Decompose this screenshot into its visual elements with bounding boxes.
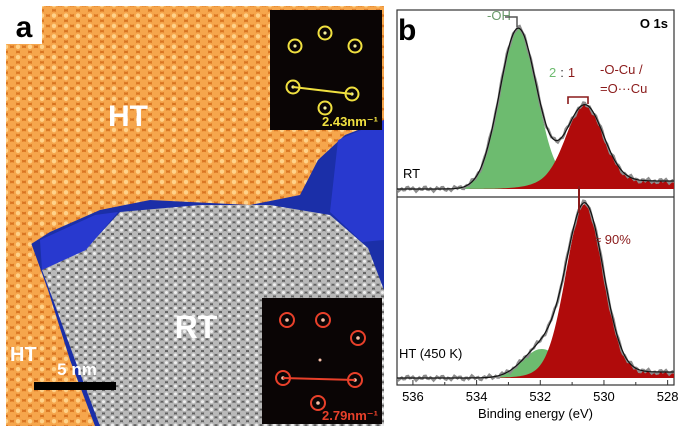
- fft-inset-bottom: 2.79nm⁻¹: [262, 298, 382, 424]
- fft-spot: [279, 312, 295, 328]
- x-tick-label: 534: [466, 389, 488, 404]
- oh-marker: [505, 16, 518, 27]
- fft-top-label: 2.43nm⁻¹: [322, 114, 378, 129]
- peak-component: [397, 349, 674, 378]
- panel-b: b O 1s 536 534 532 530 528 Binding energy (eV…: [396, 8, 678, 421]
- fft-spot: [315, 312, 331, 328]
- peak-component: [397, 28, 674, 190]
- fft-spot: [310, 395, 326, 411]
- spectrum-label: O 1s: [640, 16, 668, 31]
- x-tick-label: 532: [529, 389, 551, 404]
- ratio-sep: :: [560, 65, 564, 80]
- fft-spot: [347, 38, 363, 54]
- panel-b-label: b: [398, 14, 416, 47]
- fft-spot: [287, 38, 303, 54]
- fft-inset-top: 2.43nm⁻¹: [270, 10, 382, 130]
- peak-component: [397, 204, 674, 378]
- fit-envelope-line: [397, 27, 674, 190]
- ratio-red: 1: [568, 65, 575, 80]
- ratio-green: 2: [549, 65, 556, 80]
- x-tick-label: 536: [402, 389, 424, 404]
- rt-trace-label: RT: [403, 166, 420, 181]
- substrate-region-left: [40, 212, 118, 270]
- panel-a-label-bg: [6, 6, 42, 44]
- ocu-marker: [567, 96, 589, 104]
- scale-bar-label: 5 nm: [57, 360, 97, 379]
- ht-corner-domain: [6, 230, 95, 426]
- ocu-label-line1: -O-Cu /: [600, 62, 643, 77]
- chart-layer: [397, 24, 674, 383]
- percent-label: ≈ 90%: [594, 232, 631, 247]
- ht-label: HT: [108, 100, 148, 133]
- fft-bottom-label: 2.79nm⁻¹: [322, 408, 378, 423]
- fft-spot: [317, 25, 333, 41]
- x-axis: 536 534 532 530 528 Binding energy (eV): [402, 380, 678, 421]
- x-tick-label: 528: [657, 389, 679, 404]
- x-tick-label: 530: [593, 389, 615, 404]
- ocu-label-line2: =O···Cu: [600, 81, 647, 96]
- fft-spot: [317, 100, 333, 116]
- ratio-label: 2:1: [549, 65, 575, 80]
- fft-spot: [350, 330, 366, 346]
- oh-label: -OH: [487, 8, 511, 23]
- panel-a-label: a: [16, 11, 33, 44]
- ht-corner-label: HT: [10, 344, 37, 366]
- scale-bar: [34, 382, 116, 390]
- ht-trace-label: HT (450 K): [399, 346, 462, 361]
- x-axis-label: Binding energy (eV): [478, 406, 593, 421]
- raw-spectrum-line: [397, 199, 674, 383]
- peak-component: [397, 104, 674, 189]
- substrate-region: [330, 120, 384, 242]
- rt-label: RT: [175, 309, 218, 345]
- fit-envelope-line: [397, 202, 674, 379]
